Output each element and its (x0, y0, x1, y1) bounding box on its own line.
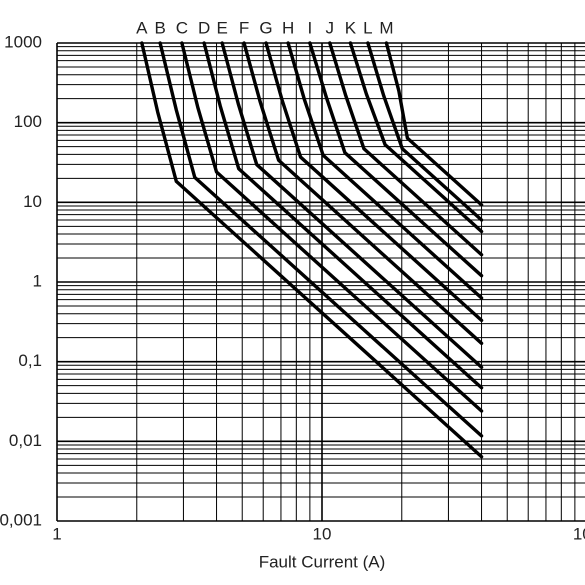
y-tick-label: 0,1 (18, 351, 42, 370)
curve-label: F (239, 18, 249, 37)
curve (308, 41, 484, 278)
curve-label: G (259, 18, 272, 37)
curve (180, 41, 484, 413)
curve (348, 41, 484, 234)
curve (220, 41, 484, 369)
curve (384, 41, 484, 207)
curve (286, 41, 484, 300)
grid (56, 42, 585, 522)
curve-label: I (308, 18, 313, 37)
curve (328, 41, 484, 257)
curve (158, 41, 484, 438)
y-tick-label: 0,01 (9, 431, 42, 450)
y-tick-label: 0,001 (0, 510, 42, 529)
curve-label: K (345, 18, 357, 37)
curve-label: A (136, 18, 148, 37)
curve (202, 41, 484, 390)
y-tick-label: 10 (23, 192, 42, 211)
labels: 1 10 100 0,001 0,01 0,1 1 10 100 1000 ABCDEFGHIJKL… (0, 18, 585, 543)
curve-label: B (154, 18, 165, 37)
y-tick-label: 100 (14, 112, 42, 131)
y-tick-label: 1 (33, 271, 42, 290)
curve-label: D (198, 18, 210, 37)
curve-label: C (176, 18, 188, 37)
curve-label: L (363, 18, 372, 37)
curve-label: J (326, 18, 335, 37)
curve (242, 41, 484, 346)
curve-label: H (282, 18, 294, 37)
curves (140, 41, 484, 459)
curve (264, 41, 484, 323)
curve-label: M (379, 18, 393, 37)
x-tick-label: 10 (313, 524, 332, 543)
curve (366, 41, 484, 222)
y-tick-label: 1000 (4, 32, 42, 51)
x-tick-label: 1 (52, 524, 61, 543)
x-axis-label: Fault Current (A) (259, 552, 386, 571)
x-tick-label: 100 (573, 524, 585, 543)
curve (140, 41, 484, 459)
curve-label: E (216, 18, 227, 37)
